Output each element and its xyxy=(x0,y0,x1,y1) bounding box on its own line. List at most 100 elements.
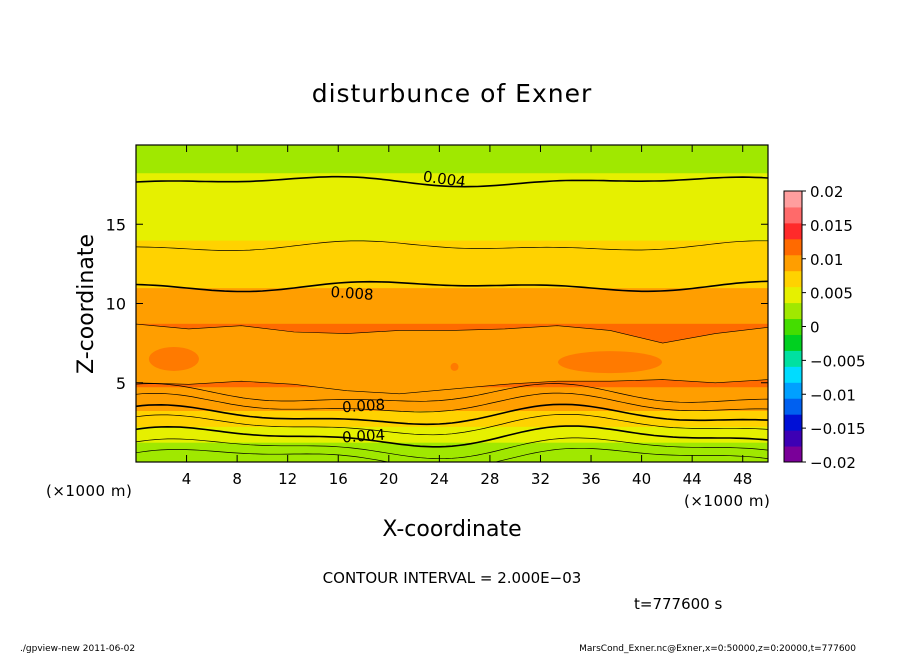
max-blob xyxy=(558,351,662,374)
max-blob xyxy=(148,346,199,371)
x-tick-label: 16 xyxy=(329,470,348,488)
x-axis: 4 8 12 16 20 24 28 32 36 40 44 48 xyxy=(182,145,752,488)
y-axis-label: Z-coordinate xyxy=(74,234,99,374)
x-tick-label: 48 xyxy=(733,470,752,488)
field-band xyxy=(136,275,768,281)
colorbar-tick-label: −0.02 xyxy=(810,454,856,472)
y-axis: 5 10 15 xyxy=(106,215,768,393)
field-band xyxy=(136,239,768,245)
field-band xyxy=(136,291,768,297)
x-tick-label: 24 xyxy=(430,470,449,488)
field-band xyxy=(136,287,768,293)
footer-right: MarsCond_Exner.nc@Exner,x=0:50000,z=0:20… xyxy=(579,644,856,654)
field-band xyxy=(136,176,768,182)
colorbar-swatch xyxy=(784,366,802,383)
field-band xyxy=(136,326,768,332)
colorbar-tick-label: 0.015 xyxy=(810,217,853,235)
contour-label-text: 0.008 xyxy=(330,283,374,304)
field-band xyxy=(136,417,768,423)
field-band xyxy=(136,318,768,324)
field-band xyxy=(136,409,768,415)
x-tick-label: 44 xyxy=(683,470,702,488)
time-label: t=777600 s xyxy=(634,595,722,613)
field-band xyxy=(136,441,768,447)
field-band xyxy=(136,227,768,233)
colorbar-swatch xyxy=(784,382,802,399)
colorbar-swatch xyxy=(784,286,802,304)
colorbar-swatch xyxy=(784,350,802,367)
field-band xyxy=(136,145,768,150)
chart-title: disturbunce of Exner xyxy=(312,79,593,108)
field-band xyxy=(136,211,768,217)
field-band xyxy=(136,203,768,209)
field-band xyxy=(136,314,768,320)
colorbar-swatch xyxy=(784,414,802,431)
field-band xyxy=(136,267,768,273)
contour-label: 0.004 xyxy=(342,426,386,447)
contour-line xyxy=(136,280,768,293)
field-band xyxy=(136,394,768,400)
field-band xyxy=(136,219,768,225)
colorbar-swatch xyxy=(784,302,802,320)
field-band xyxy=(136,279,768,285)
field-band xyxy=(136,164,768,170)
contour-label: 0.004 xyxy=(422,167,467,191)
x-tick-label: 36 xyxy=(581,470,600,488)
contour-lines xyxy=(136,175,768,462)
colorbar-swatch xyxy=(784,191,802,208)
field-band xyxy=(136,152,768,158)
x-tick-label: 28 xyxy=(480,470,499,488)
contour-label-text: 0.008 xyxy=(342,395,386,416)
plot-area xyxy=(136,145,768,462)
contour-interval: CONTOUR INTERVAL = 2.000E−03 xyxy=(323,569,582,587)
field-band xyxy=(136,263,768,269)
field-band xyxy=(136,271,768,277)
field-band xyxy=(136,247,768,253)
colorbar-swatch xyxy=(784,238,802,256)
contour-line xyxy=(136,240,768,251)
y-tick-label: 10 xyxy=(106,295,126,314)
field-band xyxy=(136,192,768,198)
field-band xyxy=(136,402,768,408)
x-tick-label: 8 xyxy=(232,470,242,488)
field-band xyxy=(136,168,768,174)
colorbar-tick-label: 0.01 xyxy=(810,251,843,269)
field-band xyxy=(136,172,768,178)
field-band xyxy=(136,295,768,301)
field-band xyxy=(136,207,768,213)
field-band xyxy=(136,180,768,186)
contour-line xyxy=(136,175,768,188)
field-band xyxy=(136,199,768,205)
contour-line xyxy=(136,392,768,413)
colorbar-swatch xyxy=(784,430,802,447)
contour-labels: 0.004 0.008 0.008 0.004 xyxy=(330,167,467,446)
field-band xyxy=(136,390,768,396)
exner-field xyxy=(136,145,768,462)
x-axis-label: X-coordinate xyxy=(382,517,521,542)
colorbar-ticks: 0.02 0.015 0.01 0.005 0 −0.005 −0.01 −0.015 −0.0… xyxy=(802,183,866,472)
field-band xyxy=(136,413,768,419)
field-band xyxy=(136,453,768,459)
colorbar xyxy=(784,191,802,463)
field-band xyxy=(136,322,768,328)
colorbar-swatch xyxy=(784,270,802,288)
colorbar-tick-label: −0.01 xyxy=(810,386,856,404)
colorbar-tick-label: 0 xyxy=(810,319,820,337)
field-band xyxy=(136,449,768,455)
field-band xyxy=(136,148,768,154)
field-band xyxy=(136,437,768,443)
contour-label: 0.008 xyxy=(342,395,386,416)
colorbar-tick-label: 0.02 xyxy=(810,183,843,201)
colorbar-swatch xyxy=(784,222,802,240)
field-band xyxy=(136,243,768,249)
contour-line xyxy=(136,403,768,426)
x-tick-label: 4 xyxy=(182,470,192,488)
colorbar-tick-label: −0.005 xyxy=(810,352,866,370)
field-band xyxy=(136,259,768,265)
field-band xyxy=(136,433,768,439)
contour-label: 0.008 xyxy=(330,283,374,304)
contour-line xyxy=(136,413,768,436)
field-band xyxy=(136,303,768,308)
maximum-regions xyxy=(136,323,768,395)
